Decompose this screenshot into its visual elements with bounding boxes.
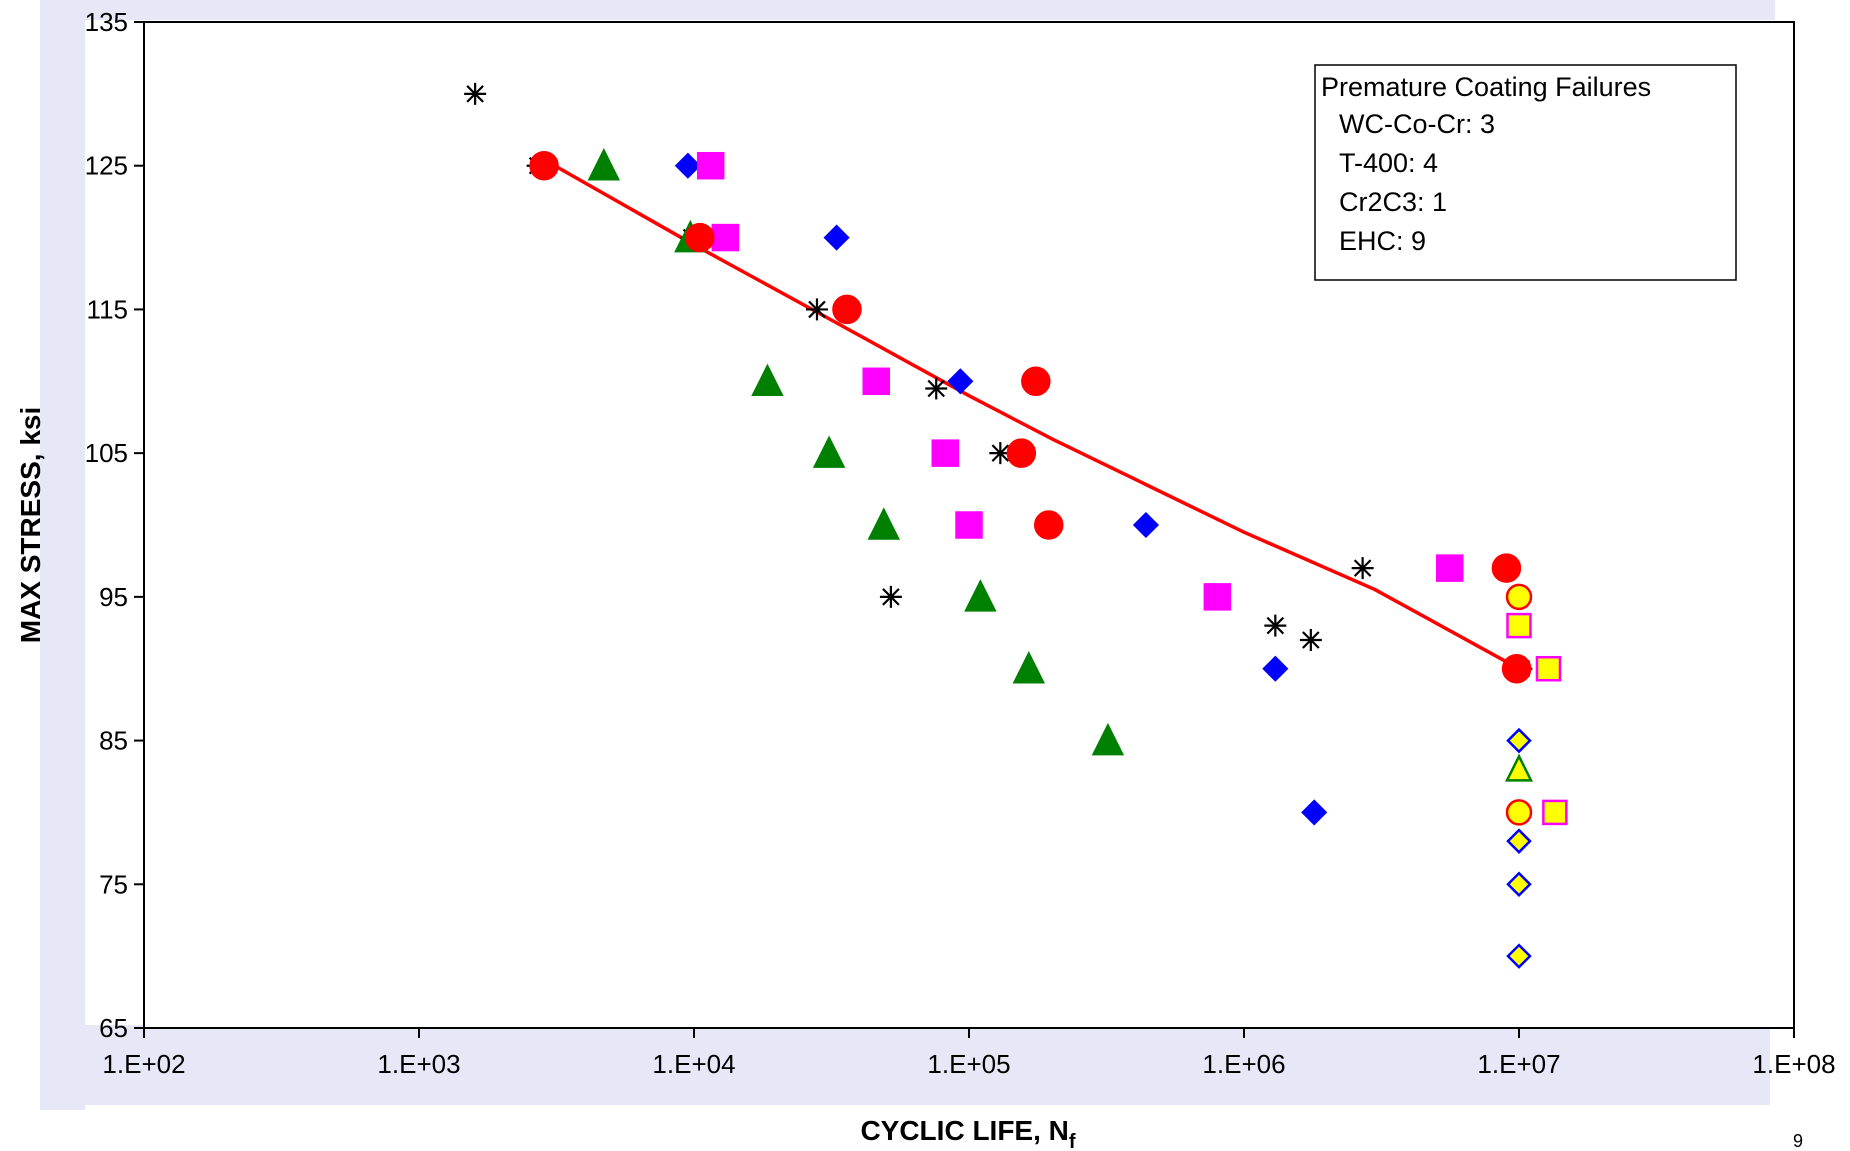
- background-band-bottom: [70, 1025, 1770, 1105]
- data-point-square: [1506, 612, 1532, 639]
- legend-entry: WC-Co-Cr: 3: [1339, 109, 1495, 139]
- data-point-circle: [1505, 583, 1533, 611]
- data-point-triangle: [751, 363, 784, 397]
- legend-entry: Cr2C3: 1: [1339, 187, 1447, 217]
- data-point-circle: [529, 150, 559, 181]
- data-points: [464, 82, 1568, 969]
- data-point-diamond: [674, 152, 701, 179]
- data-point-triangle: [964, 579, 997, 612]
- trend-line-group: [541, 156, 1520, 671]
- x-axis-title-subscript: f: [1069, 1131, 1076, 1151]
- data-point-circle: [832, 294, 862, 325]
- x-axis: 1.E+02 1.E+03 1.E+04 1.E+05 1.E+06 1.E+07 1.E+…: [102, 1028, 1836, 1079]
- legend-entry: EHC: 9: [1339, 226, 1426, 256]
- data-point-circle: [685, 222, 715, 253]
- data-point-diamond: [947, 368, 974, 395]
- data-point-circle: [1505, 799, 1533, 826]
- background-band-top: [40, 0, 1775, 20]
- y-tick-label: 135: [85, 7, 128, 37]
- data-point-square: [1436, 554, 1464, 582]
- data-point-diamond: [823, 224, 850, 251]
- data-point-square: [1535, 655, 1562, 682]
- data-point-square: [711, 223, 740, 252]
- y-tick-label: 125: [85, 151, 128, 181]
- data-point-star: [1299, 628, 1322, 651]
- x-tick-label: 1.E+05: [927, 1049, 1010, 1079]
- data-point-diamond: [1262, 655, 1289, 682]
- data-point-circle: [1034, 510, 1064, 540]
- data-point-triangle: [1012, 651, 1046, 684]
- data-point-star: [805, 298, 828, 321]
- data-point-square: [696, 151, 725, 180]
- data-point-diamond: [1506, 943, 1532, 969]
- data-point-triangle: [812, 435, 846, 468]
- data-point-star: [1351, 557, 1374, 580]
- y-tick-label: 95: [99, 582, 128, 612]
- data-point-circle: [1006, 438, 1037, 468]
- data-point-diamond: [1506, 871, 1532, 898]
- data-point-triangle: [587, 148, 621, 181]
- x-tick-label: 1.E+07: [1477, 1049, 1560, 1079]
- data-point-square: [1542, 799, 1568, 826]
- slide-number: 9: [1793, 1131, 1803, 1151]
- trend-line: [541, 156, 1520, 671]
- data-point-diamond: [1506, 727, 1532, 754]
- x-tick-label: 1.E+03: [377, 1049, 460, 1079]
- y-tick-label: 75: [99, 869, 128, 899]
- x-tick-label: 1.E+04: [652, 1049, 735, 1079]
- data-point-triangle: [1091, 722, 1125, 756]
- y-axis: 65 75 85 95 105 115 125 135: [85, 7, 144, 1043]
- data-point-square: [862, 367, 891, 396]
- y-tick-label: 115: [87, 294, 128, 324]
- data-point-star: [464, 82, 487, 105]
- y-axis-title: MAX STRESS, ksi: [15, 407, 46, 644]
- data-point-star: [879, 585, 902, 608]
- data-point-star: [1264, 614, 1287, 637]
- data-point-square: [1203, 583, 1232, 611]
- x-axis-title-main: CYCLIC LIFE, N: [860, 1115, 1068, 1146]
- data-point-circle: [1501, 653, 1532, 684]
- y-tick-label: 65: [99, 1013, 128, 1043]
- data-point-square: [931, 439, 960, 467]
- data-point-triangle: [867, 507, 901, 540]
- legend-box: [1314, 64, 1737, 281]
- data-point-triangle: [1504, 753, 1534, 782]
- legend-entry: T-400: 4: [1339, 148, 1438, 178]
- legend: Premature Coating Failures WC-Co-Cr: 3 T…: [1314, 64, 1737, 281]
- y-tick-label: 105: [85, 438, 128, 468]
- legend-title: Premature Coating Failures: [1321, 72, 1651, 102]
- data-point-circle: [1021, 366, 1051, 397]
- data-point-diamond: [1132, 511, 1160, 539]
- data-point-square: [955, 511, 983, 539]
- x-axis-title: CYCLIC LIFE, Nf: [860, 1115, 1075, 1151]
- data-point-diamond: [1301, 799, 1328, 826]
- x-tick-label: 1.E+08: [1752, 1049, 1835, 1079]
- data-point-star: [925, 377, 948, 400]
- data-point-diamond: [1506, 828, 1532, 854]
- background-band-left: [40, 0, 85, 1110]
- x-tick-label: 1.E+02: [102, 1049, 185, 1079]
- y-tick-label: 85: [99, 726, 128, 756]
- data-point-circle: [1491, 553, 1522, 583]
- x-tick-label: 1.E+06: [1202, 1049, 1285, 1079]
